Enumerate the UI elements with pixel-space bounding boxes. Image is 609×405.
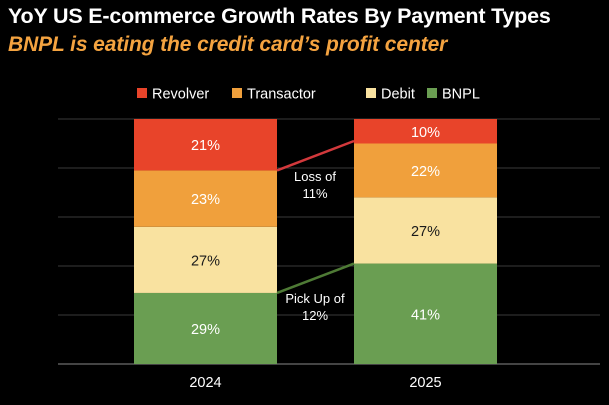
x-axis-labels: 2024 2025 [189,375,441,391]
annotation-pick-up: Pick Up of 12% [285,291,345,323]
bars: 29% 27% 23% 21% 41% 27% 22% 10% [134,119,497,364]
legend-swatch-transactor [232,88,242,98]
legend-swatch-debit [366,88,376,98]
bar-bnpl-2024 [134,292,277,364]
data-label-revolver-2024: 21% [191,138,220,154]
annotation-line: Pick Up of [285,291,345,306]
chart-title: YoY US E-commerce Growth Rates By Paymen… [8,4,551,28]
legend-label-debit: Debit [381,87,415,103]
x-tick-label-2024: 2024 [189,375,221,391]
bar-transactor-2024 [134,170,277,227]
bar-bnpl-2025 [354,263,497,364]
data-label-debit-2025: 27% [411,224,440,240]
data-label-revolver-2025: 10% [411,125,440,141]
annotation-loss: Loss of 11% [294,169,336,201]
data-label-transactor-2024: 23% [191,192,220,208]
legend-swatch-revolver [137,88,147,98]
legend-label-revolver: Revolver [152,87,209,103]
data-label-bnpl-2025: 41% [411,307,440,323]
annotation-line: 11% [302,186,327,201]
data-label-transactor-2025: 22% [411,164,440,180]
chart-subtitle: BNPL is eating the credit card’s profit … [8,33,448,56]
x-tick-label-2025: 2025 [409,375,441,391]
gain-connector-line [276,262,355,295]
legend-label-transactor: Transactor [247,87,316,103]
legend-label-bnpl: BNPL [442,87,480,103]
annotations: Loss of 11% Pick Up of 12% [276,139,355,323]
data-label-bnpl-2024: 29% [191,322,220,338]
bar-transactor-2025 [354,143,497,198]
annotation-line: Loss of [294,169,336,184]
annotation-line: 12% [302,308,328,323]
legend: Revolver Transactor Debit BNPL [137,87,480,103]
bar-revolver-2024 [134,119,277,171]
bar-revolver-2025 [354,119,497,144]
loss-connector-line [276,139,355,172]
legend-swatch-bnpl [427,88,437,98]
data-label-debit-2024: 27% [191,253,220,269]
bar-debit-2024 [134,226,277,293]
bar-debit-2025 [354,197,497,264]
